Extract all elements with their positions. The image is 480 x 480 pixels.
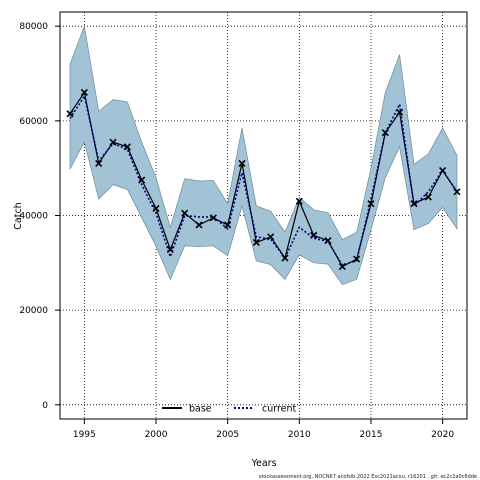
observed-marker <box>123 143 131 151</box>
x-tick-label: 1995 <box>73 430 96 440</box>
observed-marker <box>224 221 232 229</box>
observed-marker <box>367 200 375 208</box>
observed-marker <box>209 214 217 222</box>
y-tick-label: 0 <box>42 401 48 411</box>
observed-marker <box>396 108 404 116</box>
observed-marker <box>453 188 461 196</box>
observed-marker <box>166 246 174 254</box>
confidence-band-layer <box>69 24 458 286</box>
y-axis-title: Catch <box>13 202 24 229</box>
observed-marker <box>439 166 447 175</box>
observed-marker <box>353 255 361 263</box>
footnote: stockassessment.org, NOCN67 acofsib 2022… <box>259 474 477 480</box>
observed-marker <box>424 193 432 201</box>
legend: base current <box>162 404 297 415</box>
x-axis-title: Years <box>250 458 276 469</box>
legend-current-label: current <box>262 404 297 415</box>
x-tick-label: 2005 <box>216 430 239 440</box>
observed-marker <box>80 88 88 97</box>
y-tick-label: 20000 <box>19 306 48 316</box>
observed-marker <box>338 263 346 271</box>
x-axis: 1995 2000 2005 2010 2015 2020 <box>73 419 454 440</box>
observed-marker <box>281 254 289 262</box>
x-tick-label: 2010 <box>288 430 311 440</box>
y-tick-label: 40000 <box>19 212 48 222</box>
x-tick-label: 2000 <box>145 430 168 440</box>
observed-marker <box>152 204 160 212</box>
observed-marker <box>410 200 418 208</box>
x-tick-label: 2015 <box>360 430 383 440</box>
observed-markers-layer <box>66 88 461 271</box>
legend-base-label: base <box>189 404 212 415</box>
y-axis: 0 20000 40000 60000 80000 <box>19 22 60 411</box>
series-current-line <box>69 94 458 267</box>
observed-marker <box>66 110 74 118</box>
observed-marker <box>324 237 332 245</box>
observed-marker <box>238 159 246 168</box>
x-tick-label: 2020 <box>431 430 454 440</box>
observed-marker <box>295 197 303 205</box>
series-base-line <box>69 90 458 268</box>
observed-marker <box>267 233 275 241</box>
observed-marker <box>310 231 318 239</box>
series-layer <box>69 90 458 268</box>
observed-marker <box>138 176 146 184</box>
y-tick-label: 80000 <box>19 22 48 32</box>
observed-marker <box>252 238 260 247</box>
observed-marker <box>109 138 117 146</box>
observed-marker <box>195 221 203 229</box>
y-tick-label: 60000 <box>19 117 48 127</box>
confidence-band <box>69 24 458 286</box>
observed-marker <box>181 209 189 217</box>
observed-marker <box>381 129 389 137</box>
observed-marker <box>95 159 103 168</box>
